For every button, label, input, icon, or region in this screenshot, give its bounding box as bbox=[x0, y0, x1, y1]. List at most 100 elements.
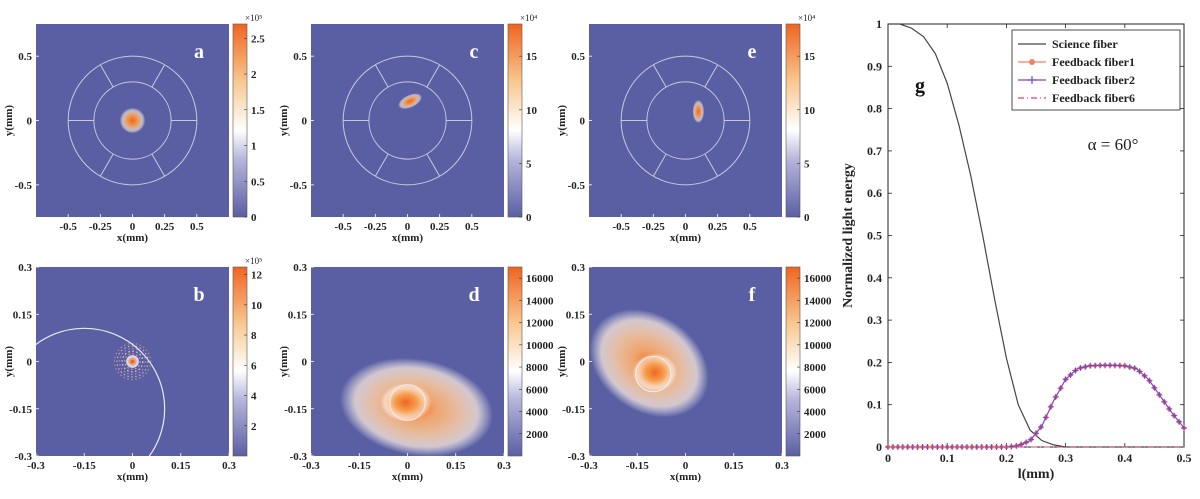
y-tick-label: 0.5 bbox=[293, 51, 307, 63]
y-tick-label: 0.3 bbox=[571, 262, 585, 274]
ring-divider bbox=[99, 64, 114, 88]
colorbar-tick-label: 2 bbox=[251, 421, 257, 433]
x-tick-label: -0.3 bbox=[580, 460, 598, 472]
x-tick-label: 0.3 bbox=[775, 460, 789, 472]
y-tick-label: -0.15 bbox=[562, 404, 585, 416]
alpha-annotation: α = 60° bbox=[1088, 135, 1139, 154]
colorbar-tick-label: 0 bbox=[804, 212, 810, 224]
heatmap-panel-c: c -0.5 -0.25 0 0.25 0.5 0.5 0 -0.5 x(mm) y(mm) 0 5 10… bbox=[278, 13, 538, 244]
colorbar-tick-label: 8 bbox=[251, 330, 257, 342]
line-chart-panel-g: 0 0.1 0.2 0.3 0.4 0.5 0 0.1 0.2 0.3 0.4 0.5 0.6 0.7 0.… bbox=[841, 17, 1192, 482]
heatmap-panel-f: f -0.3 -0.15 0 0.15 0.3 0.3 0.15 0 -0.15 -0.3 x(mm)… bbox=[556, 262, 832, 483]
x-tick-label: -0.5 bbox=[59, 221, 77, 233]
y-tick-label: 0 bbox=[580, 357, 586, 369]
y-tick-label: 0.7 bbox=[867, 144, 882, 158]
x-tick-label: 0.3 bbox=[497, 460, 511, 472]
x-tick-label: -0.25 bbox=[89, 221, 112, 233]
plot-area bbox=[339, 357, 493, 456]
ring-divider bbox=[426, 64, 441, 88]
diffraction-ring bbox=[116, 345, 149, 378]
colorbar-exponent: ×10⁴ bbox=[798, 13, 815, 23]
heatmap-panel-e: e -0.5 -0.25 0 0.25 0.5 0.5 0 -0.5 x(mm) y(mm) 0 5 10… bbox=[556, 13, 816, 244]
colorbar bbox=[507, 266, 523, 457]
y-tick-label: 0 bbox=[302, 357, 308, 369]
panel-label-c: c bbox=[470, 41, 479, 63]
diffraction-ring bbox=[119, 348, 146, 375]
x-tick-label: 0.5 bbox=[465, 221, 479, 233]
light-spot bbox=[398, 93, 423, 110]
colorbar-tick-label: 1.5 bbox=[251, 105, 265, 117]
diffraction-ring bbox=[113, 342, 152, 381]
panel-label-b: b bbox=[193, 284, 204, 306]
panel-label-f: f bbox=[749, 284, 756, 306]
ring-divider bbox=[652, 64, 667, 88]
ring-divider bbox=[652, 153, 667, 177]
colorbar-tick-label: 10 bbox=[251, 300, 263, 312]
x-tick-label: 0.3 bbox=[222, 460, 236, 472]
y-tick-label: -0.5 bbox=[290, 180, 308, 192]
y-tick-label: 0.3 bbox=[18, 262, 32, 274]
ring-divider bbox=[374, 64, 389, 88]
colorbar-tick-label: 10000 bbox=[526, 340, 554, 352]
panel-label-a: a bbox=[194, 41, 204, 63]
y-tick-label: 0 bbox=[580, 116, 586, 128]
y-tick-label: -0.5 bbox=[568, 180, 586, 192]
x-axis-label: x(mm) bbox=[117, 471, 148, 483]
y-tick-label: 0.4 bbox=[867, 271, 882, 285]
x-axis-label: x(mm) bbox=[117, 232, 148, 244]
y-axis-label: y(mm) bbox=[556, 346, 568, 377]
y-tick-label: 0.15 bbox=[566, 309, 586, 321]
y-tick-label: 0 bbox=[876, 440, 882, 454]
colorbar-tick-label: 8000 bbox=[526, 362, 549, 374]
y-axis-label: y(mm) bbox=[3, 346, 15, 377]
y-tick-label: 0 bbox=[27, 116, 33, 128]
colorbar-tick-label: 15 bbox=[804, 51, 816, 63]
x-tick-label: 0 bbox=[405, 221, 411, 233]
legend-marker bbox=[1029, 59, 1035, 65]
colorbar-tick-label: 16000 bbox=[804, 273, 832, 285]
colorbar-tick-label: 6000 bbox=[526, 384, 549, 396]
colorbar-tick-label: 2.5 bbox=[251, 33, 265, 45]
colorbar-tick-label: 10000 bbox=[804, 340, 832, 352]
y-axis-label: Normalized light energy bbox=[841, 163, 856, 308]
x-tick-label: -0.15 bbox=[626, 460, 649, 472]
legend-label: Feedback fiber2 bbox=[1052, 73, 1135, 87]
x-tick-label: 0.2 bbox=[999, 451, 1014, 465]
x-tick-label: -0.5 bbox=[334, 221, 352, 233]
diffraction-ring bbox=[124, 353, 141, 370]
x-tick-label: 0.25 bbox=[708, 221, 728, 233]
y-tick-label: 0.5 bbox=[867, 229, 882, 243]
colorbar-tick-label: 2000 bbox=[804, 429, 827, 441]
panel-label-d: d bbox=[468, 284, 479, 306]
series-1 bbox=[888, 23, 1184, 448]
panel-label-e: e bbox=[748, 41, 757, 63]
x-tick-label: 0 bbox=[130, 460, 136, 472]
x-tick-label: 0 bbox=[405, 460, 411, 472]
x-tick-label: 0 bbox=[885, 451, 891, 465]
fiber-circle bbox=[389, 384, 426, 421]
heatmap-panel-a: a -0.5 -0.25 0 0.25 0.5 0.5 0 -0.5 x(mm) y(mm) 0 0.5… bbox=[3, 13, 265, 244]
colorbar-exponent: ×10⁵ bbox=[245, 13, 262, 23]
y-tick-label: -0.15 bbox=[9, 404, 32, 416]
colorbar-tick-label: 14000 bbox=[526, 295, 554, 307]
fiber-circle bbox=[635, 355, 672, 393]
y-tick-label: 1 bbox=[876, 17, 882, 31]
y-axis-label: y(mm) bbox=[278, 346, 290, 377]
y-tick-label: -0.5 bbox=[15, 180, 33, 192]
panel-label-g: g bbox=[915, 75, 925, 97]
colorbar-tick-label: 10 bbox=[804, 105, 816, 117]
plot-area bbox=[67, 55, 198, 186]
colorbar-exponent: ×10⁴ bbox=[520, 13, 537, 23]
y-tick-label: 0 bbox=[27, 357, 33, 369]
y-tick-label: 0.1 bbox=[867, 398, 882, 412]
x-tick-label: 0.4 bbox=[1117, 451, 1132, 465]
y-axis-label: y(mm) bbox=[3, 105, 15, 136]
colorbar-tick-label: 4000 bbox=[804, 407, 827, 419]
colorbar-tick-label: 10 bbox=[526, 105, 538, 117]
colorbar-tick-label: 4000 bbox=[526, 407, 549, 419]
series-line bbox=[888, 23, 1184, 448]
colorbar-tick-label: 2000 bbox=[526, 429, 549, 441]
x-axis-label: l(mm) bbox=[1018, 467, 1055, 482]
x-tick-label: 0.5 bbox=[190, 221, 204, 233]
x-tick-label: -0.5 bbox=[612, 221, 630, 233]
